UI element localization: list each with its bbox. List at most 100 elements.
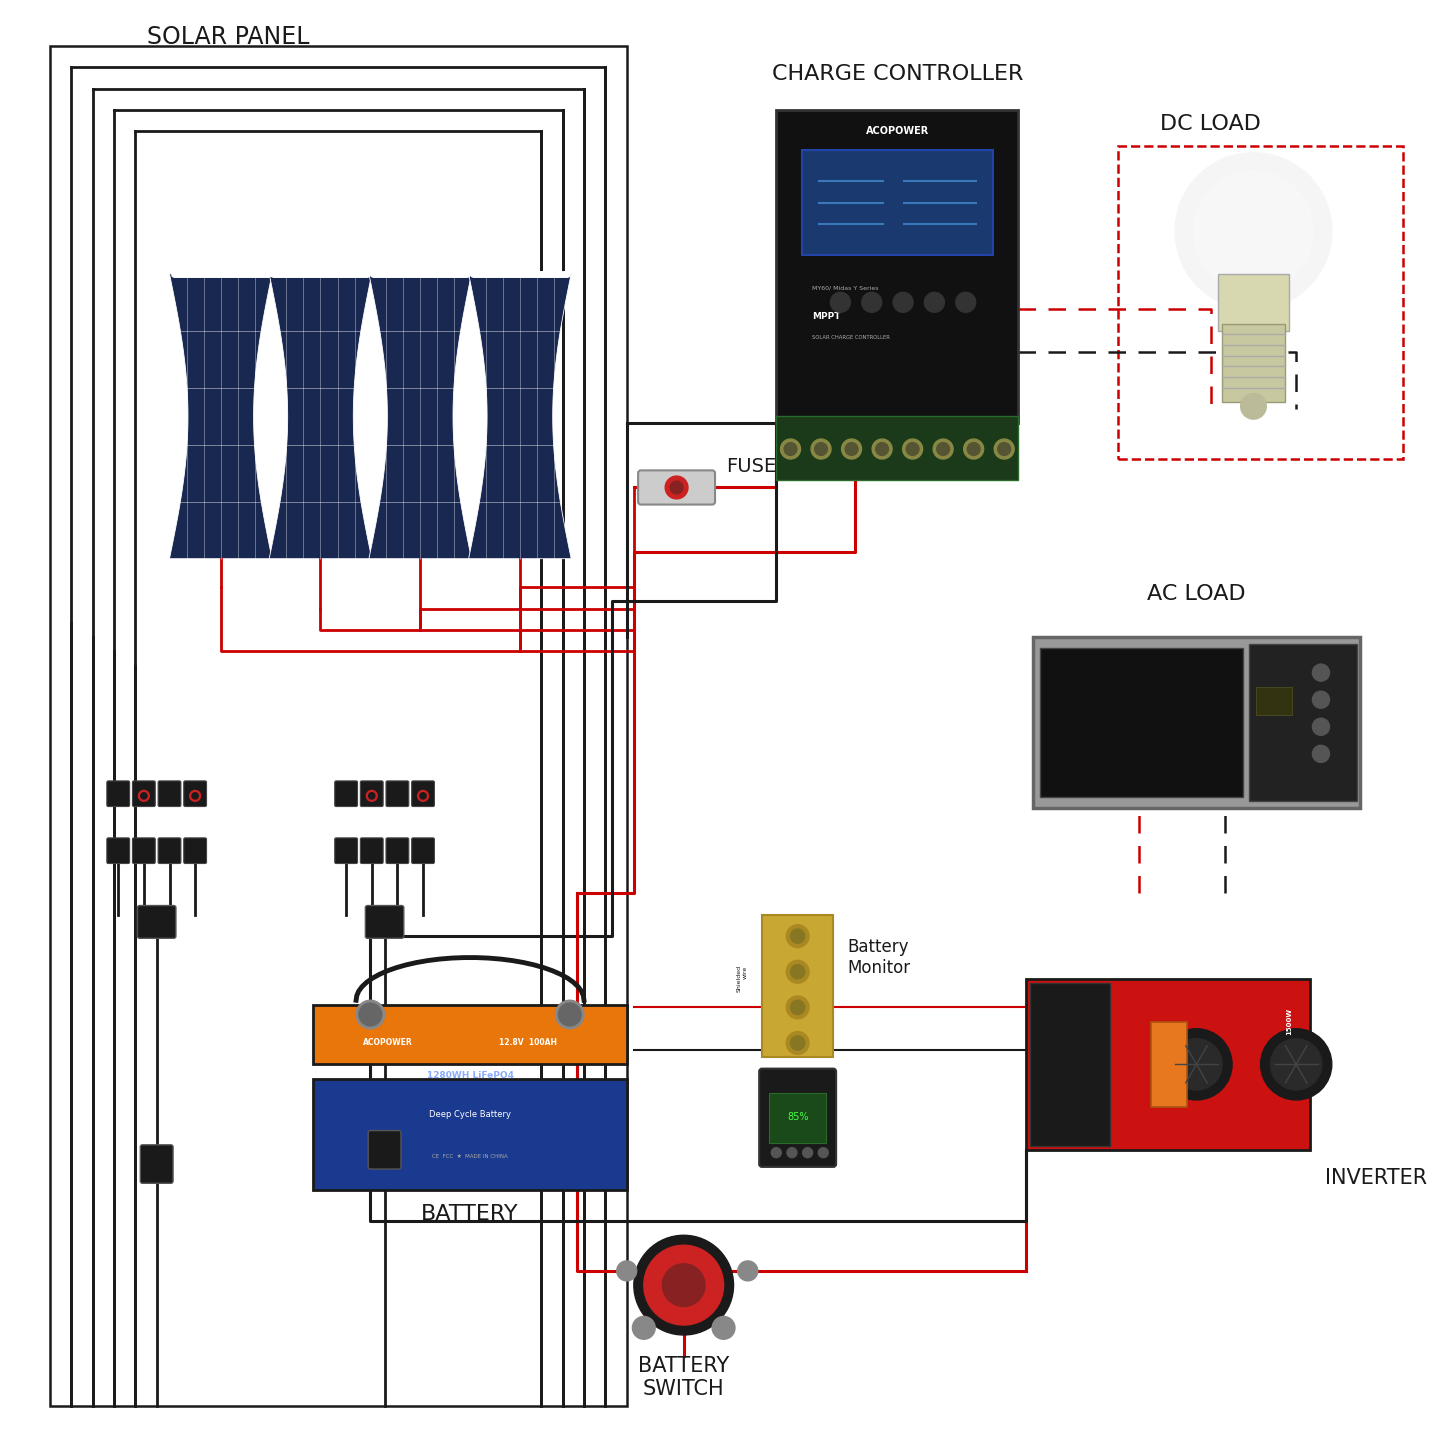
Circle shape [1312,718,1329,736]
Circle shape [861,292,881,312]
Text: Deep Cycle Battery: Deep Cycle Battery [429,1110,512,1118]
Circle shape [936,442,949,455]
Circle shape [1241,393,1266,419]
Circle shape [1312,746,1329,763]
Circle shape [555,1000,584,1029]
Text: MPPT: MPPT [812,312,841,321]
FancyBboxPatch shape [762,915,834,1058]
Bar [51,46,627,1406]
Text: ACOPOWER: ACOPOWER [866,126,929,136]
Circle shape [906,442,919,455]
FancyBboxPatch shape [107,838,130,864]
Circle shape [964,439,984,460]
Text: SOLAR PANEL: SOLAR PANEL [146,25,309,49]
FancyBboxPatch shape [184,838,207,864]
Circle shape [670,481,683,494]
Text: 1500W: 1500W [1286,1009,1292,1035]
Circle shape [1160,1029,1233,1100]
Circle shape [189,790,201,802]
FancyBboxPatch shape [1222,324,1285,402]
FancyBboxPatch shape [133,838,155,864]
Circle shape [998,442,1010,455]
Circle shape [893,292,913,312]
Circle shape [1312,691,1329,708]
FancyBboxPatch shape [412,780,435,806]
Circle shape [903,439,922,460]
Circle shape [780,439,801,460]
Text: CHARGE CONTROLLER: CHARGE CONTROLLER [772,65,1023,84]
Circle shape [1194,172,1314,290]
Circle shape [140,793,147,799]
Circle shape [633,1316,655,1340]
FancyBboxPatch shape [386,780,409,806]
Circle shape [1312,665,1329,681]
Circle shape [1170,1039,1222,1090]
FancyBboxPatch shape [137,906,176,938]
FancyBboxPatch shape [1040,649,1243,796]
Circle shape [818,1147,828,1157]
Circle shape [367,790,377,802]
Circle shape [358,1003,381,1026]
Text: 1280WH LiFePO4: 1280WH LiFePO4 [426,1071,513,1081]
Circle shape [790,929,805,944]
FancyBboxPatch shape [335,780,357,806]
FancyBboxPatch shape [1033,637,1360,808]
Polygon shape [269,273,371,559]
Circle shape [786,961,809,983]
FancyBboxPatch shape [360,780,383,806]
Text: BATTERY: BATTERY [422,1204,519,1224]
Polygon shape [368,273,471,559]
FancyBboxPatch shape [158,838,181,864]
FancyBboxPatch shape [107,780,130,806]
Circle shape [845,442,858,455]
FancyBboxPatch shape [769,1092,827,1143]
Circle shape [831,292,850,312]
FancyBboxPatch shape [1150,1022,1186,1107]
FancyBboxPatch shape [776,416,1019,480]
Circle shape [790,965,805,978]
Circle shape [815,442,828,455]
Circle shape [665,475,688,499]
FancyBboxPatch shape [158,780,181,806]
FancyBboxPatch shape [412,838,435,864]
Polygon shape [468,273,571,559]
Circle shape [994,439,1014,460]
Text: CE  FCC  ★  MADE IN CHINA: CE FCC ★ MADE IN CHINA [432,1155,509,1159]
FancyBboxPatch shape [1248,644,1357,801]
Text: INVERTER: INVERTER [1325,1169,1426,1188]
Circle shape [925,292,945,312]
Circle shape [738,1261,757,1280]
Circle shape [955,292,975,312]
Text: Battery
Monitor: Battery Monitor [848,938,910,977]
FancyBboxPatch shape [386,838,409,864]
Circle shape [355,1000,384,1029]
Text: DC LOAD: DC LOAD [1160,114,1261,134]
Text: SOLAR CHARGE CONTROLLER: SOLAR CHARGE CONTROLLER [812,335,890,341]
Text: Shielded
wire: Shielded wire [737,965,749,993]
Circle shape [873,439,892,460]
Circle shape [876,442,889,455]
Circle shape [786,1032,809,1055]
FancyBboxPatch shape [776,110,1019,423]
Circle shape [192,793,198,799]
FancyBboxPatch shape [1030,983,1110,1146]
FancyBboxPatch shape [140,1144,173,1183]
FancyBboxPatch shape [184,780,207,806]
Circle shape [712,1316,736,1340]
FancyBboxPatch shape [314,1078,627,1189]
Circle shape [788,1147,798,1157]
Circle shape [786,996,809,1019]
Circle shape [644,1246,724,1325]
Circle shape [558,1003,581,1026]
FancyBboxPatch shape [133,780,155,806]
Circle shape [361,1006,379,1023]
Circle shape [790,1000,805,1014]
Circle shape [561,1006,578,1023]
Circle shape [790,1036,805,1051]
FancyBboxPatch shape [1218,273,1289,331]
Circle shape [1270,1039,1322,1090]
Text: BATTERY
SWITCH: BATTERY SWITCH [639,1355,730,1399]
Circle shape [662,1264,705,1306]
Circle shape [811,439,831,460]
Circle shape [139,790,149,802]
